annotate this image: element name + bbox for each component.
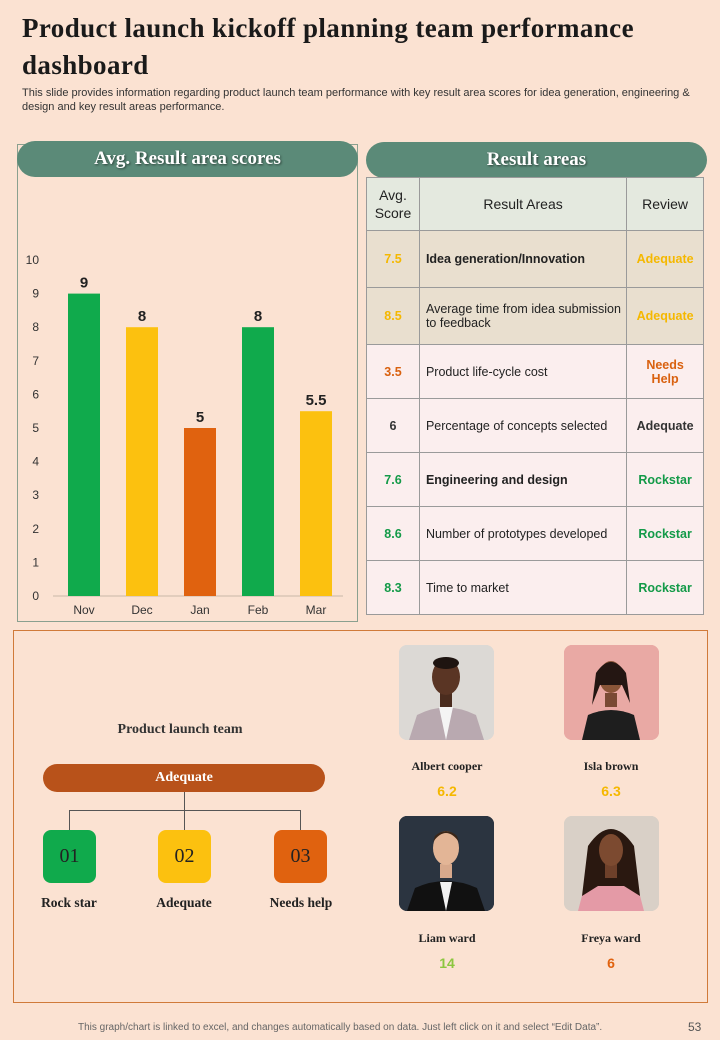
y-tick-label: 8 [32,320,39,334]
avatar-liam-ward [399,816,494,911]
row-area: Average time from idea submission to fee… [419,287,628,345]
member-score-isla-brown: 6.3 [601,783,621,799]
y-tick-label: 1 [32,555,39,569]
avatar-freya-ward [564,816,659,911]
page-number: 53 [688,1020,702,1034]
row-area: Percentage of concepts selected [419,398,628,453]
data-label: 8 [254,308,262,325]
row-review: Adequate [626,230,704,288]
team-status-bar: Adequate [43,764,325,792]
row-review: Rockstar [626,506,704,561]
row-area: Time to market [419,560,628,615]
x-tick-label: Dec [131,603,152,617]
tree-connector [300,810,301,830]
table-row: 8.3 Time to market Rockstar [366,560,704,615]
member-name-isla-brown: Isla brown [583,759,639,773]
data-label: 9 [80,275,88,292]
bar-chart: 0 1 2 3 4 5 6 7 8 9 10 9 Nov 8 Dec 5 Jan 8 Feb 5.5 Mar [26,253,343,617]
page-subtitle: This slide provides information regardin… [22,87,690,113]
y-tick-label: 3 [32,488,39,502]
table-row: 8.6 Number of prototypes developed Rocksta… [366,506,704,561]
row-score: 7.6 [366,452,420,507]
row-score: 8.6 [366,506,420,561]
table-header-row: Avg. Score Result Areas Review [366,177,704,231]
data-label: 5 [196,409,204,426]
table-row: 8.5 Average time from idea submission to … [366,287,704,345]
bar-nov [68,293,100,596]
y-tick-label: 10 [26,253,40,267]
member-score-albert-cooper: 6.2 [437,783,457,799]
row-review: Adequate [626,287,704,345]
x-tick-label: Nov [73,603,94,617]
member-score-freya-ward: 6 [607,955,615,971]
bar-dec [126,327,158,596]
level-box-rockstar: 01 [43,830,96,883]
row-review: Adequate [626,398,704,453]
bar-feb [242,327,274,596]
level-label-adequate: Adequate [156,895,212,910]
y-tick-label: 6 [32,387,39,401]
table-row: 6 Percentage of concepts selected Adequate [366,398,704,453]
row-area: Engineering and design [419,452,628,507]
row-score: 8.3 [366,560,420,615]
row-review: Rockstar [626,560,704,615]
bar-jan [184,428,216,596]
result-areas-table: Avg. Score Result Areas Review 7.5 Idea g… [366,177,704,615]
avatar-albert-cooper [399,645,494,740]
level-label-rockstar: Rock star [41,895,97,910]
row-review: Needs Help [626,344,704,399]
y-tick-label: 4 [32,455,39,469]
avatar-isla-brown [564,645,659,740]
y-tick-label: 9 [32,287,39,301]
x-tick-label: Jan [190,603,209,617]
member-name-liam-ward: Liam ward [418,931,476,945]
team-panel [13,630,708,1003]
y-tick-label: 0 [32,589,39,603]
level-box-needs-help: 03 [274,830,327,883]
level-label-needs-help: Needs help [269,895,333,910]
row-score: 7.5 [366,230,420,288]
data-label: 5.5 [306,392,327,409]
row-area: Number of prototypes developed [419,506,628,561]
bar-mar [300,411,332,596]
column-header-review: Review [626,177,704,231]
tree-connector [69,810,70,830]
y-tick-label: 2 [32,522,39,536]
table-row: 3.5 Product life-cycle cost Needs Help [366,344,704,399]
tree-connector [184,792,185,810]
row-score: 8.5 [366,287,420,345]
level-box-adequate: 02 [158,830,211,883]
y-tick-label: 5 [32,421,39,435]
row-score: 3.5 [366,344,420,399]
column-header-score: Avg. Score [366,177,420,231]
row-area: Idea generation/Innovation [419,230,628,288]
y-tick-label: 7 [32,354,39,368]
member-name-albert-cooper: Albert cooper [411,759,483,773]
table-row: 7.5 Idea generation/Innovation Adequate [366,230,704,288]
chart-header: Avg. Result area scores [17,141,358,177]
page-title: Product launch kickoff planning team per… [22,13,634,80]
table-header: Result areas [366,142,707,178]
data-label: 8 [138,308,146,325]
column-header-area: Result Areas [419,177,628,231]
tree-connector [69,810,301,811]
row-score: 6 [366,398,420,453]
row-review: Rockstar [626,452,704,507]
row-area: Product life-cycle cost [419,344,628,399]
x-tick-label: Feb [248,603,269,617]
team-label: Product launch team [117,722,243,737]
tree-connector [184,810,185,830]
x-tick-label: Mar [306,603,327,617]
member-score-liam-ward: 14 [439,955,455,971]
footer-note: This graph/chart is linked to excel, and… [78,1022,603,1033]
table-row: 7.6 Engineering and design Rockstar [366,452,704,507]
member-name-freya-ward: Freya ward [581,931,641,945]
